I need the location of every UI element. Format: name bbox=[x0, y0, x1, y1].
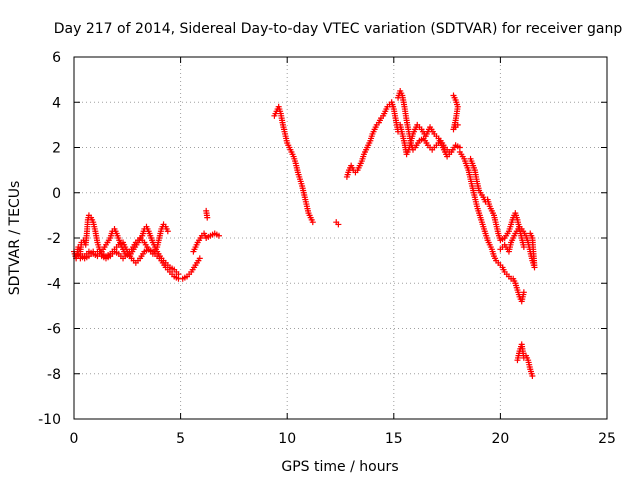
x-tick-label: 20 bbox=[491, 431, 509, 447]
x-tick-label: 15 bbox=[385, 431, 403, 447]
x-tick-label: 5 bbox=[176, 431, 185, 447]
data-point bbox=[204, 214, 211, 221]
data-point bbox=[335, 221, 342, 228]
x-axis-label: GPS time / hours bbox=[281, 459, 398, 475]
y-tick-label: -6 bbox=[47, 322, 61, 338]
y-tick-label: -10 bbox=[38, 412, 61, 428]
data-point bbox=[529, 373, 536, 380]
data-point bbox=[527, 230, 534, 237]
chart-title: Day 217 of 2014, Sidereal Day-to-day VTE… bbox=[54, 21, 623, 37]
y-tick-label: -2 bbox=[47, 231, 61, 247]
data-point bbox=[520, 289, 527, 296]
data-point bbox=[175, 271, 182, 278]
y-tick-label: 6 bbox=[52, 50, 61, 66]
x-tick-label: 0 bbox=[70, 431, 79, 447]
y-tick-label: 4 bbox=[52, 95, 61, 111]
y-tick-label: 0 bbox=[52, 186, 61, 202]
x-tick-label: 10 bbox=[278, 431, 296, 447]
data-point bbox=[196, 255, 203, 262]
y-axis-label: SDTVAR / TECUs bbox=[7, 181, 23, 296]
data-points bbox=[71, 87, 538, 380]
y-tick-label: -4 bbox=[47, 276, 61, 292]
y-tick-label: -8 bbox=[47, 367, 61, 383]
y-tick-label: 2 bbox=[52, 141, 61, 157]
data-point bbox=[164, 228, 171, 235]
x-tick-label: 25 bbox=[598, 431, 616, 447]
axis-ticks: 0 5 10 15 20 25 -10 -8 -6 -4 -2 0 2 4 6 bbox=[38, 50, 616, 447]
data-point bbox=[454, 121, 461, 128]
data-point bbox=[520, 244, 527, 251]
data-point bbox=[309, 219, 316, 226]
data-point bbox=[215, 232, 222, 239]
